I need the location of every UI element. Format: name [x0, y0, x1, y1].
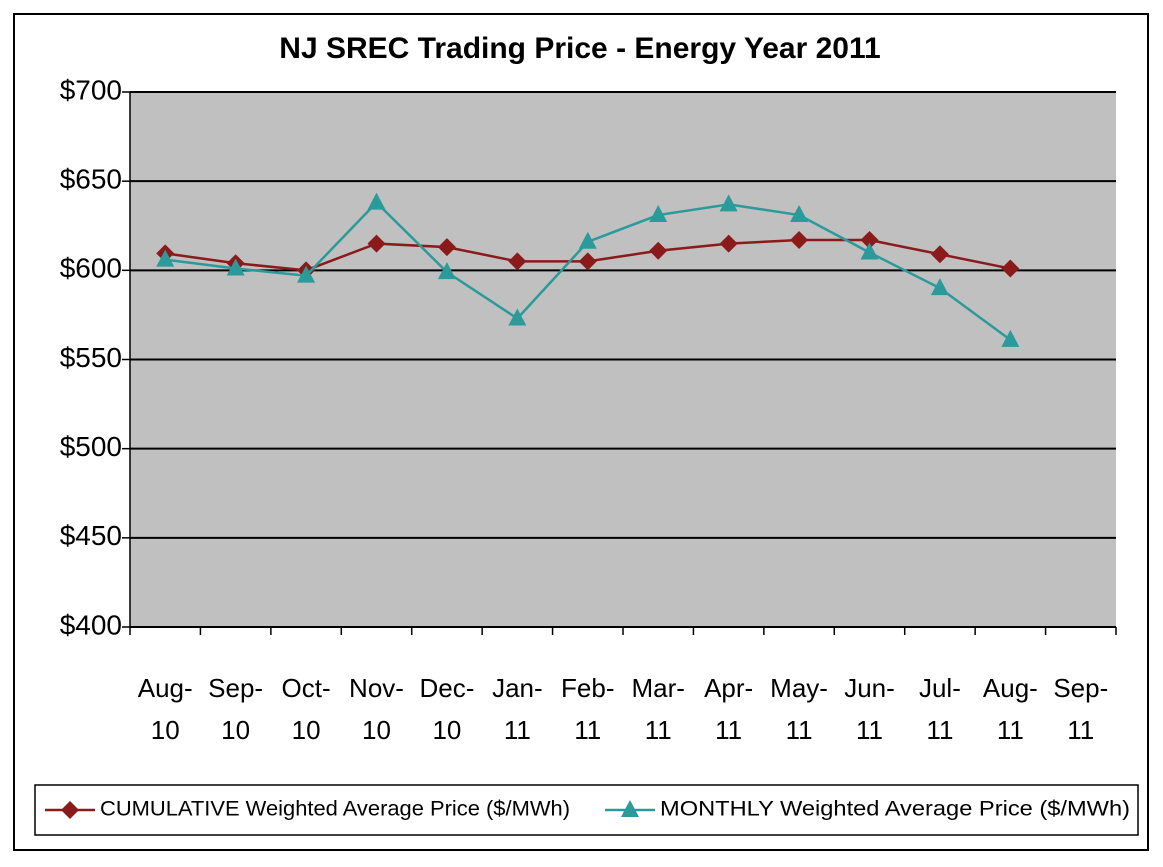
point: [719, 234, 738, 253]
point: [790, 231, 809, 250]
x-tick-label: Jun-11: [844, 673, 895, 745]
point: [578, 231, 597, 249]
point: [437, 238, 456, 257]
y-tick-label: $400: [60, 609, 122, 640]
point: [226, 258, 245, 276]
x-tick-label: Apr-11: [704, 673, 753, 745]
point: [860, 242, 879, 260]
y-tick-label: $500: [60, 431, 122, 462]
y-tick-label: $600: [60, 253, 122, 284]
x-tick-label: Aug-10: [138, 673, 193, 745]
chart-title: NJ SREC Trading Price - Energy Year 2011: [279, 32, 880, 65]
point: [1001, 259, 1020, 278]
point: [860, 231, 879, 250]
y-tick-label: $700: [60, 74, 122, 105]
x-tick-label: Jul-11: [919, 673, 961, 745]
point: [367, 192, 386, 210]
point: [156, 249, 175, 267]
legend-marker: [61, 801, 79, 819]
point: [790, 205, 809, 223]
legend-label: MONTHLY Weighted Average Price ($/MWh): [660, 798, 1130, 821]
point: [367, 234, 386, 253]
point: [297, 265, 316, 283]
x-tick-label: May-11: [770, 673, 828, 745]
x-tick-label: Mar-11: [631, 673, 684, 745]
x-tick-label: Feb-11: [561, 673, 614, 745]
x-tick-label: Jan-11: [492, 673, 543, 745]
x-tick-label: Nov-10: [349, 673, 404, 745]
x-tick-label: Sep-11: [1053, 673, 1108, 745]
point: [508, 308, 527, 326]
legend-marker: [621, 800, 639, 817]
point: [930, 245, 949, 264]
point: [508, 252, 527, 271]
point: [649, 241, 668, 260]
x-tick-label: Aug-11: [983, 673, 1038, 745]
y-tick-label: $450: [60, 520, 122, 551]
point: [437, 262, 456, 280]
point: [719, 194, 738, 212]
x-tick-label: Dec-10: [419, 673, 474, 745]
x-tick-label: Oct-10: [282, 673, 331, 745]
y-tick-label: $550: [60, 342, 122, 373]
point: [578, 252, 597, 271]
point: [649, 205, 668, 223]
x-tick-label: Sep-10: [208, 673, 263, 745]
legend: [34, 784, 1139, 836]
y-tick-label: $650: [60, 164, 122, 195]
point: [1001, 329, 1020, 347]
legend-label: CUMULATIVE Weighted Average Price ($/MWh…: [100, 798, 570, 821]
point: [930, 278, 949, 296]
